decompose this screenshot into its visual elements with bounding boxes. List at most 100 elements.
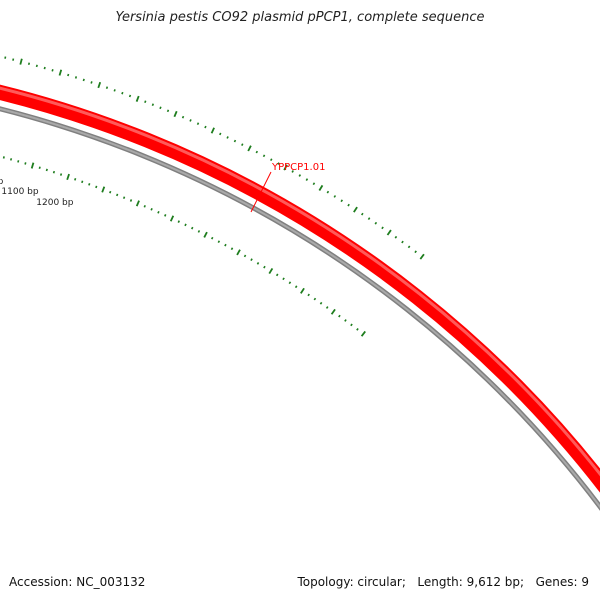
- outer-minor-tick: [401, 240, 404, 244]
- inner-minor-tick: [24, 162, 27, 165]
- inner-minor-tick: [217, 240, 221, 244]
- inner-minor-tick: [307, 293, 310, 297]
- outer-major-tick: [135, 95, 140, 102]
- outer-major-tick: [353, 206, 358, 213]
- outer-minor-tick: [414, 250, 417, 254]
- inner-minor-tick: [288, 281, 292, 285]
- outer-tick-ring: [4, 56, 425, 260]
- inner-minor-tick: [2, 156, 5, 159]
- outer-minor-tick: [241, 143, 244, 147]
- inner-minor-tick: [52, 170, 56, 174]
- outer-minor-tick: [407, 245, 411, 249]
- outer-minor-tick: [151, 103, 155, 107]
- inner-minor-tick: [325, 306, 329, 309]
- outer-minor-tick: [374, 221, 378, 225]
- inner-minor-tick: [116, 193, 119, 197]
- outer-minor-tick: [226, 136, 229, 139]
- inner-minor-tick: [88, 183, 91, 186]
- outer-minor-tick: [347, 203, 350, 207]
- inner-minor-tick: [150, 207, 153, 211]
- outer-minor-tick: [381, 226, 384, 230]
- length-text: Length: 9,612 bp;: [417, 575, 525, 589]
- inner-minor-tick: [344, 319, 347, 322]
- outer-minor-tick: [166, 109, 170, 113]
- outer-major-tick: [318, 184, 324, 191]
- inner-minor-tick: [243, 254, 247, 258]
- outer-minor-tick: [51, 69, 54, 72]
- feature-label-leader-line: [250, 171, 272, 213]
- accession-label: Accession: NC_003132: [9, 575, 146, 589]
- inner-minor-tick: [191, 226, 194, 230]
- outer-minor-tick: [121, 91, 124, 95]
- inner-major-tick: [300, 287, 305, 294]
- inner-major-tick: [268, 267, 274, 275]
- outer-minor-tick: [367, 217, 371, 220]
- inner-minor-tick: [38, 166, 41, 170]
- map-title: Yersinia pestis CO92 plasmid pPCP1, comp…: [115, 10, 485, 25]
- outer-minor-tick: [255, 150, 259, 154]
- scale-label: 1000 bp: [0, 177, 4, 187]
- outer-minor-tick: [394, 235, 398, 239]
- inner-minor-tick: [122, 196, 126, 200]
- inner-minor-tick: [256, 262, 260, 265]
- feature-arc-yppcp1-01[interactable]: [0, 60, 600, 513]
- outer-minor-tick: [12, 58, 15, 61]
- inner-minor-tick: [157, 210, 160, 214]
- outer-minor-tick: [4, 56, 7, 59]
- inner-tick-ring: [2, 156, 366, 337]
- inner-major-tick: [135, 200, 140, 207]
- outer-minor-tick: [43, 66, 46, 70]
- outer-major-tick: [173, 110, 178, 118]
- outer-major-tick: [247, 145, 252, 152]
- outer-major-tick: [419, 253, 425, 260]
- inner-minor-tick: [164, 214, 167, 217]
- inner-major-tick: [101, 186, 106, 193]
- outer-minor-tick: [333, 195, 337, 198]
- inner-minor-tick: [210, 236, 214, 240]
- inner-minor-tick: [184, 223, 187, 227]
- plasmid-backbone-inner-line: [0, 107, 600, 509]
- topology-text: Topology: circular;: [297, 575, 406, 589]
- outer-minor-tick: [67, 73, 70, 77]
- outer-major-tick: [386, 229, 392, 236]
- inner-minor-tick: [224, 243, 227, 247]
- inner-major-tick: [203, 231, 208, 238]
- outer-minor-tick: [305, 178, 309, 181]
- feature-label-yppcp1-01[interactable]: YPPCP1.01: [271, 162, 325, 173]
- outer-major-tick: [58, 69, 63, 76]
- inner-minor-tick: [45, 168, 48, 172]
- inner-minor-tick: [319, 301, 323, 305]
- inner-minor-tick: [282, 277, 285, 281]
- plasmid-backbone-arc: [0, 106, 600, 511]
- outer-minor-tick: [196, 122, 200, 126]
- outer-minor-tick: [277, 162, 280, 165]
- sequence-summary: Topology: circular; Length: 9,612 bp; Ge…: [297, 575, 589, 589]
- outer-minor-tick: [105, 86, 109, 89]
- inner-minor-tick: [294, 285, 298, 289]
- inner-minor-tick: [109, 190, 112, 194]
- inner-minor-tick: [350, 323, 353, 327]
- outer-minor-tick: [113, 89, 116, 92]
- outer-minor-tick: [298, 174, 302, 177]
- inner-minor-tick: [197, 230, 201, 233]
- outer-minor-tick: [291, 170, 294, 173]
- inner-minor-tick: [74, 178, 77, 181]
- outer-minor-tick: [270, 158, 273, 162]
- inner-major-tick: [66, 173, 70, 181]
- scale-label-group: 500 bp600 bp700 bp800 bp900 bp1000 bp110…: [0, 177, 74, 208]
- inner-minor-tick: [9, 158, 13, 161]
- outer-minor-tick: [90, 81, 93, 84]
- inner-minor-tick: [177, 220, 180, 223]
- outer-major-tick: [19, 58, 23, 65]
- inner-minor-tick: [143, 204, 146, 208]
- inner-minor-tick: [230, 247, 234, 251]
- scale-label: 1200 bp: [36, 198, 73, 208]
- inner-minor-tick: [275, 273, 279, 277]
- inner-minor-tick: [250, 258, 253, 261]
- inner-minor-tick: [356, 327, 359, 331]
- inner-minor-tick: [59, 173, 63, 176]
- outer-minor-tick: [74, 76, 78, 79]
- outer-major-tick: [97, 81, 102, 89]
- feature-arc-highlight: [0, 86, 600, 477]
- outer-minor-tick: [233, 139, 237, 143]
